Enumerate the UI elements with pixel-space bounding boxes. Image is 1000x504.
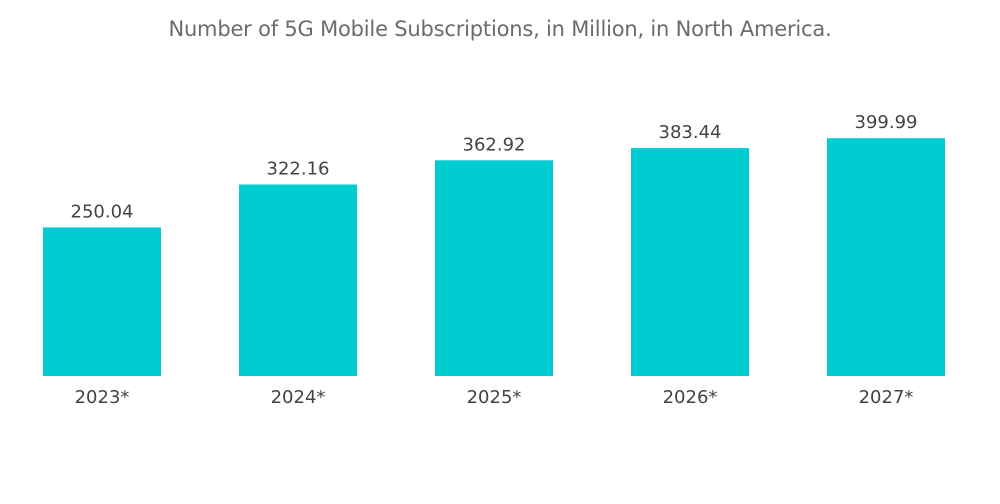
x-tick-label-2024: 2024* bbox=[271, 387, 326, 408]
bar-2023 bbox=[43, 227, 161, 376]
data-label-2024: 322.16 bbox=[267, 159, 330, 180]
bar-2026 bbox=[631, 148, 749, 376]
bar-2025 bbox=[435, 160, 553, 376]
data-label-2025: 362.92 bbox=[463, 134, 526, 155]
data-label-2027: 399.99 bbox=[855, 112, 918, 133]
x-tick-label-2025: 2025* bbox=[467, 387, 522, 408]
x-tick-label-2027: 2027* bbox=[859, 387, 914, 408]
data-label-2023: 250.04 bbox=[71, 201, 134, 222]
data-label-2026: 383.44 bbox=[659, 122, 722, 143]
x-tick-label-2023: 2023* bbox=[75, 387, 130, 408]
chart-title: Number of 5G Mobile Subscriptions, in Mi… bbox=[168, 17, 832, 41]
bar-2024 bbox=[239, 184, 357, 376]
x-tick-label-2026: 2026* bbox=[663, 387, 718, 408]
bar-2027 bbox=[827, 138, 945, 376]
